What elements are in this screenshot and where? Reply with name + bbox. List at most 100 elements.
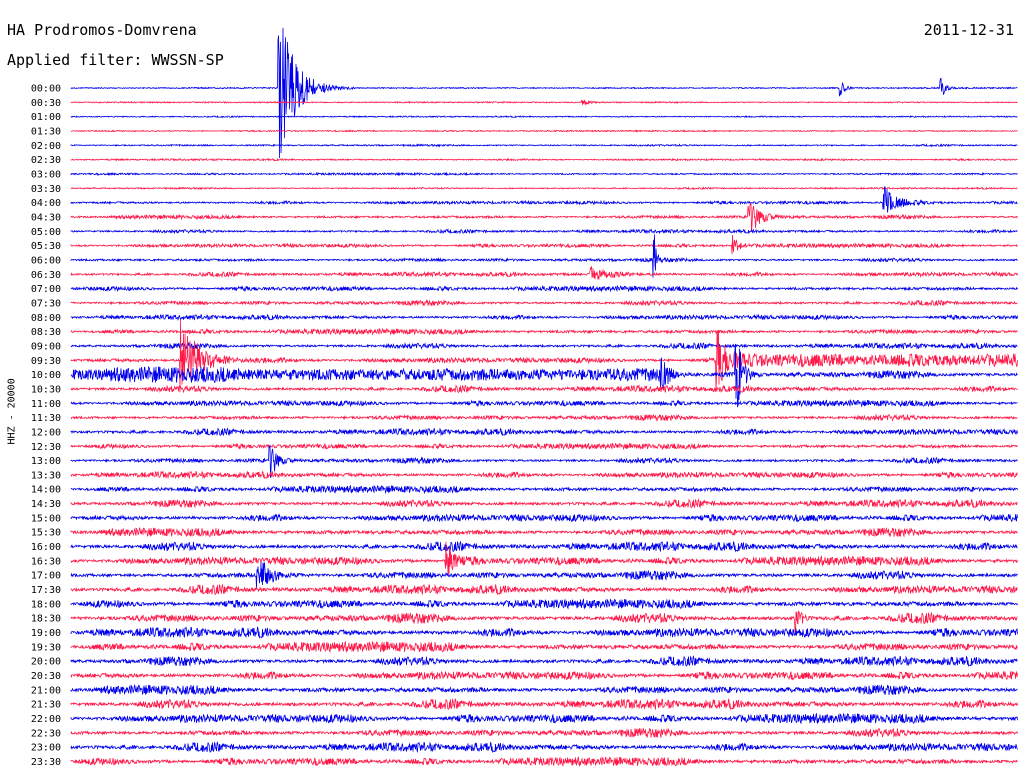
time-tick-label: 09:00 [31, 341, 61, 352]
trace-row [70, 343, 1018, 408]
time-tick-label: 09:30 [31, 356, 61, 367]
time-tick-label: 15:00 [31, 513, 61, 524]
time-tick-label: 16:00 [31, 542, 61, 553]
time-tick-label: 18:30 [31, 614, 61, 625]
filter-label: Applied filter: WWSSN-SP [7, 51, 224, 69]
time-tick-label: 17:30 [31, 585, 61, 596]
time-tick-label: 14:30 [31, 499, 61, 510]
time-tick-label: 08:00 [31, 313, 61, 324]
trace-row [70, 228, 1018, 235]
time-tick-label: 10:30 [31, 384, 61, 395]
trace-row [70, 413, 1018, 422]
trace-row [70, 684, 1018, 696]
trace-row [70, 442, 1018, 451]
trace-row [70, 319, 1018, 393]
trace-row [70, 327, 1018, 336]
time-tick-label: 05:00 [31, 227, 61, 238]
trace-row [70, 234, 1018, 255]
time-tick-label: 13:30 [31, 470, 61, 481]
trace-row [70, 384, 1018, 394]
trace-row [70, 727, 1018, 739]
time-tick-label: 04:30 [31, 212, 61, 223]
trace-row [70, 741, 1018, 753]
trace-row [70, 99, 1018, 106]
trace-row [70, 562, 1018, 588]
trace-row [70, 284, 1018, 293]
trace-row [70, 444, 1018, 478]
trace-row [70, 203, 1018, 232]
trace-row [70, 129, 1018, 133]
time-tick-label: 15:30 [31, 528, 61, 539]
time-tick-label: 00:30 [31, 98, 61, 109]
time-tick-label: 19:30 [31, 642, 61, 653]
date-label: 2011-12-31 [923, 21, 1014, 39]
trace-row [70, 341, 1018, 350]
time-tick-label: 19:00 [31, 628, 61, 639]
trace-row [70, 313, 1018, 321]
trace-row [70, 513, 1018, 523]
time-tick-label: 22:30 [31, 728, 61, 739]
time-tick-label: 05:30 [31, 241, 61, 252]
time-tick-label: 17:00 [31, 571, 61, 582]
trace-row [70, 470, 1018, 480]
trace-row [70, 186, 1018, 191]
trace-row [70, 527, 1018, 538]
time-tick-label: 22:00 [31, 714, 61, 725]
time-tick-label: 13:00 [31, 456, 61, 467]
time-tick-label: 02:30 [31, 155, 61, 166]
trace-row [70, 540, 1018, 553]
trace-row [70, 598, 1018, 610]
time-tick-label: 07:30 [31, 298, 61, 309]
time-tick-label: 10:00 [31, 370, 61, 381]
time-tick-label: 06:00 [31, 255, 61, 266]
time-tick-label: 11:30 [31, 413, 61, 424]
time-tick-label: 06:30 [31, 270, 61, 281]
trace-row [70, 583, 1018, 596]
trace-row [70, 115, 1018, 119]
time-tick-label: 04:00 [31, 198, 61, 209]
time-tick-label: 21:30 [31, 700, 61, 711]
trace-row [70, 143, 1018, 148]
time-tick-label: 20:30 [31, 671, 61, 682]
trace-row [70, 541, 1018, 575]
trace-row [70, 299, 1018, 307]
time-tick-label: 01:00 [31, 112, 61, 123]
trace-row [70, 186, 1018, 213]
time-tick-label: 16:30 [31, 556, 61, 567]
time-tick-label: 03:00 [31, 169, 61, 180]
trace-row [70, 626, 1018, 639]
trace-row [70, 234, 1018, 278]
time-tick-label: 23:30 [31, 757, 61, 768]
time-tick-label: 21:00 [31, 685, 61, 696]
time-tick-label: 23:00 [31, 743, 61, 754]
trace-row [70, 697, 1018, 711]
time-tick-label: 01:30 [31, 126, 61, 137]
trace-row [70, 171, 1018, 177]
time-tick-label: 00:00 [31, 84, 61, 95]
time-tick-label: 07:00 [31, 284, 61, 295]
trace-row [70, 712, 1018, 725]
trace-row [70, 266, 1018, 280]
station-title: HA Prodromos-Domvrena [7, 21, 197, 39]
trace-row [70, 610, 1018, 635]
time-tick-label: 08:30 [31, 327, 61, 338]
time-tick-label: 18:00 [31, 599, 61, 610]
trace-row [70, 27, 1018, 159]
trace-row [70, 484, 1018, 495]
trace-row [70, 157, 1018, 162]
trace-row [70, 670, 1018, 681]
time-tick-label: 20:00 [31, 657, 61, 668]
time-tick-label: 11:00 [31, 399, 61, 410]
time-tick-label: 12:30 [31, 442, 61, 453]
trace-row [70, 427, 1018, 437]
trace-row [70, 756, 1018, 767]
time-tick-label: 12:00 [31, 427, 61, 438]
trace-row [70, 655, 1018, 668]
time-tick-label: 14:00 [31, 485, 61, 496]
trace-row [70, 498, 1018, 509]
time-tick-label: 02:00 [31, 141, 61, 152]
trace-row [70, 398, 1018, 408]
trace-row [70, 640, 1018, 654]
